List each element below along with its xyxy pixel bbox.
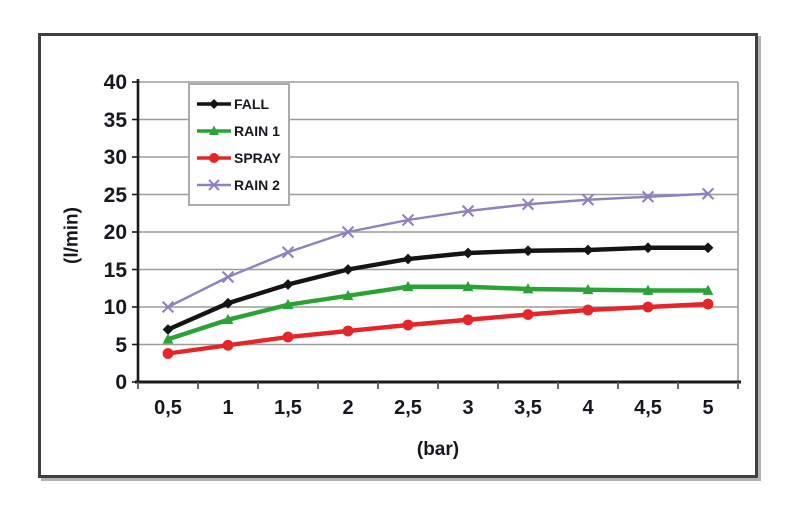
x-tick-label: 3: [462, 397, 474, 419]
y-tick-label: 25: [103, 183, 127, 207]
series-fall: [162, 242, 714, 335]
data-point-marker: [402, 280, 414, 292]
x-tick-label: 3,5: [514, 397, 542, 419]
data-point-marker: [282, 298, 294, 310]
legend-marker-spray-icon: [197, 152, 231, 163]
data-point-marker: [208, 178, 220, 191]
y-tick-label: 15: [103, 258, 127, 282]
legend-label-fall: FALL: [234, 95, 269, 112]
data-point-marker: [642, 301, 654, 313]
data-point-marker: [162, 333, 174, 344]
data-point-marker: [221, 270, 235, 284]
x-tick-label: 1: [222, 397, 234, 419]
data-point-marker: [342, 325, 354, 337]
legend-marker-fall-icon: [197, 98, 231, 109]
series-spray: [162, 298, 714, 359]
data-point-marker: [522, 309, 534, 320]
legend-label-rain2: RAIN 2: [234, 176, 280, 193]
legend-marker-rain1-icon: [197, 125, 231, 135]
y-tick-label: 10: [103, 296, 127, 319]
x-tick-label: 0,5: [154, 397, 182, 419]
data-point-marker: [222, 339, 234, 351]
x-tick-label: 2: [342, 397, 354, 419]
data-point-marker: [701, 187, 715, 200]
y-tick-label: 35: [103, 108, 127, 132]
data-point-marker: [342, 289, 354, 301]
data-point-marker: [461, 204, 475, 218]
legend-item-rain2: RAIN 2: [196, 171, 284, 198]
data-point-marker: [521, 198, 535, 211]
data-point-marker: [702, 284, 714, 295]
data-point-marker: [209, 125, 219, 135]
data-point-marker: [209, 152, 219, 163]
legend-label-spray: SPRAY: [234, 149, 281, 166]
x-tick-label: 4: [582, 397, 594, 419]
y-tick-label: 30: [103, 146, 127, 169]
data-point-marker: [641, 190, 655, 203]
data-point-marker: [462, 314, 474, 326]
data-point-marker: [222, 297, 234, 309]
x-tick-label: 1,5: [274, 397, 302, 419]
legend-item-rain1: RAIN 1: [196, 117, 284, 144]
data-point-marker: [162, 348, 174, 359]
data-point-marker: [582, 304, 594, 316]
legend-marker-rain2-icon: [197, 178, 231, 191]
y-tick-label: 40: [103, 71, 127, 94]
legend: FALL RAIN 1 SPRAY RAIN 2: [188, 83, 290, 206]
x-tick-label: 2,5: [394, 397, 422, 419]
y-tick-label: 20: [103, 221, 127, 244]
data-point-marker: [582, 283, 594, 295]
data-point-marker: [281, 246, 295, 259]
data-point-marker: [581, 193, 595, 206]
y-axis-title: (l/min): [61, 207, 83, 264]
data-point-marker: [462, 280, 474, 292]
data-point-marker: [209, 98, 219, 109]
data-point-marker: [642, 242, 654, 254]
x-tick-label: 4,5: [634, 397, 662, 419]
data-point-marker: [702, 242, 714, 254]
data-point-marker: [462, 247, 474, 259]
data-point-marker: [341, 225, 355, 239]
data-point-marker: [342, 264, 354, 275]
data-point-marker: [282, 279, 294, 290]
data-point-marker: [402, 253, 414, 265]
y-tick-label: 5: [115, 333, 127, 357]
data-point-marker: [702, 298, 714, 310]
legend-item-fall: FALL: [196, 90, 284, 117]
chart-frame: 0 5 10 15 20 25 30 35 40 0,5 1 1,5 2 2,5 3 3,5 4 4,5 5 (l/…: [38, 33, 758, 478]
data-point-marker: [162, 324, 174, 335]
data-point-marker: [222, 313, 234, 325]
legend-item-spray: SPRAY: [196, 144, 284, 171]
series-rain-2: [161, 187, 715, 314]
data-point-marker: [642, 284, 654, 295]
data-point-marker: [282, 331, 294, 343]
data-point-marker: [401, 213, 415, 227]
series-rain-1: [162, 280, 714, 344]
data-point-marker: [522, 283, 534, 294]
legend-label-rain1: RAIN 1: [234, 122, 280, 139]
data-point-marker: [402, 319, 414, 331]
y-tick-label: 0: [115, 371, 127, 394]
x-tick-label: 5: [702, 397, 714, 419]
data-point-marker: [161, 300, 175, 314]
x-axis-title: (bar): [416, 439, 460, 460]
data-point-marker: [522, 245, 534, 257]
data-point-marker: [582, 244, 594, 256]
